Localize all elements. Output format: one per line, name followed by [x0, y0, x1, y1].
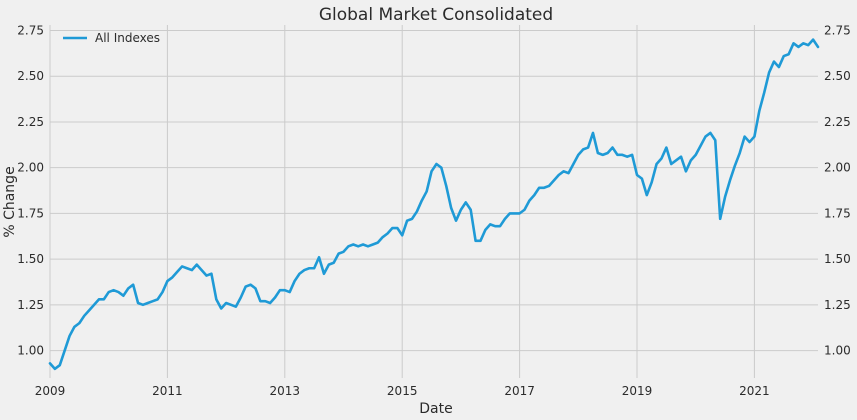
y-tick-label-right: 1.00 [824, 344, 851, 358]
x-tick-label: 2013 [270, 384, 301, 398]
legend: All Indexes [63, 31, 160, 45]
y-tick-label-right: 1.50 [824, 252, 851, 266]
gridlines [49, 25, 818, 378]
x-tick-labels: 2009 2011 2013 2015 2017 2019 2021 [35, 384, 770, 398]
y-tick-label-left: 2.75 [17, 23, 44, 37]
y-tick-label-left: 2.50 [17, 69, 44, 83]
x-tick-label: 2017 [504, 384, 535, 398]
y-tick-label-left: 2.00 [17, 161, 44, 175]
y-tick-label-left: 1.00 [17, 344, 44, 358]
y-tick-label-right: 2.25 [824, 115, 851, 129]
y-tick-labels-right: 1.00 1.25 1.50 1.75 2.00 2.25 2.50 2.75 [824, 23, 851, 357]
y-tick-label-right: 2.00 [824, 161, 851, 175]
y-tick-labels-left: 1.00 1.25 1.50 1.75 2.00 2.25 2.50 2.75 [17, 23, 44, 357]
y-tick-label-left: 1.50 [17, 252, 44, 266]
x-tick-label: 2015 [387, 384, 418, 398]
y-tick-label-right: 1.25 [824, 298, 851, 312]
x-tick-label: 2021 [739, 384, 770, 398]
y-tick-label-left: 2.25 [17, 115, 44, 129]
y-tick-label-right: 2.75 [824, 23, 851, 37]
y-tick-label-left: 1.25 [17, 298, 44, 312]
x-tick-label: 2011 [152, 384, 183, 398]
chart-title: Global Market Consolidated [319, 5, 553, 25]
series-lines [48, 38, 820, 371]
y-tick-label-right: 2.50 [824, 69, 851, 83]
y-tick-label-left: 1.75 [17, 206, 44, 220]
legend-label-all-indexes: All Indexes [95, 31, 160, 45]
x-axis-title: Date [419, 401, 452, 417]
y-tick-label-right: 1.75 [824, 206, 851, 220]
x-tick-label: 2019 [622, 384, 653, 398]
x-tick-label: 2009 [35, 384, 66, 398]
series-line-all-indexes [48, 38, 820, 371]
y-axis-title: % Change [2, 166, 18, 237]
